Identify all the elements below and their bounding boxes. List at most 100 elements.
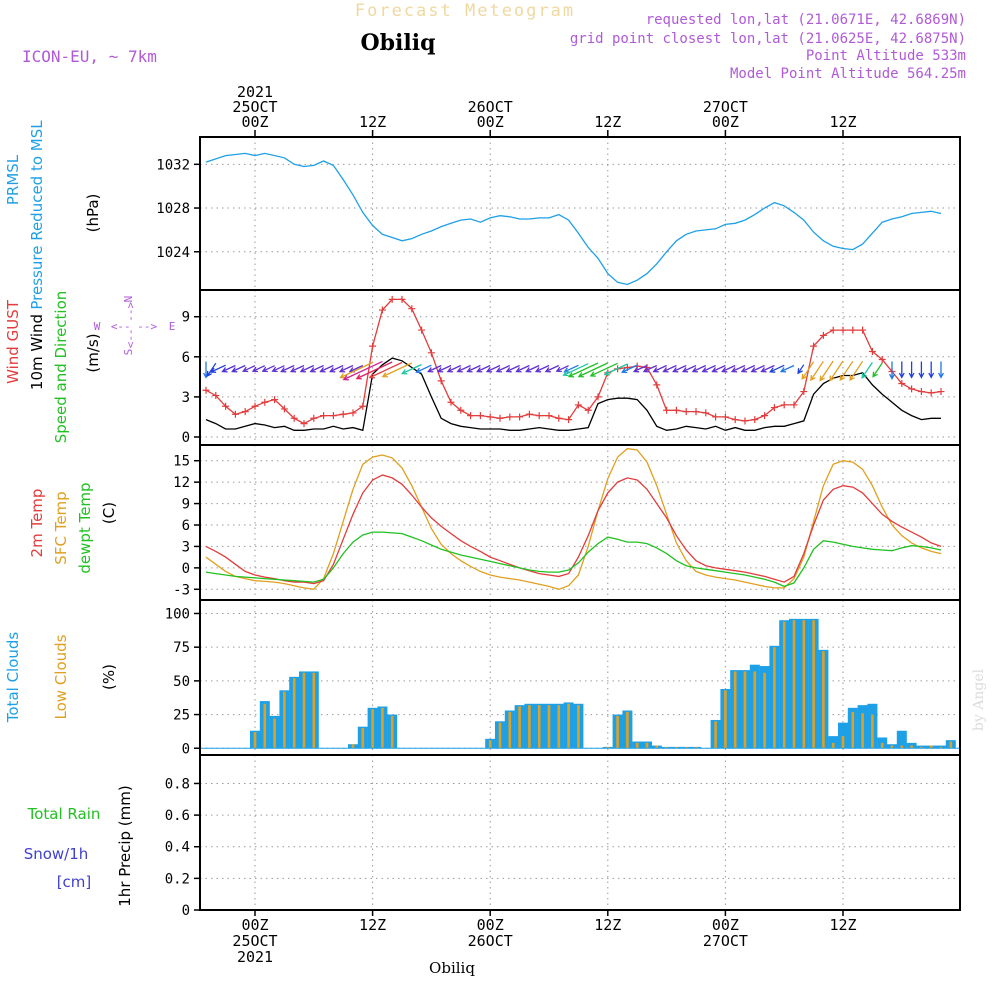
precip-axis-label-2: [cm] (57, 873, 92, 891)
gust-marker (467, 412, 475, 420)
y-tick-label: 0 (182, 561, 190, 577)
wind-vector (381, 362, 413, 378)
wind-vector (338, 364, 354, 373)
low-cloud-bar (684, 746, 688, 749)
gust-marker (839, 326, 847, 334)
wind-vector (779, 364, 795, 373)
wind-vector (289, 364, 305, 373)
low-cloud-bar (518, 706, 521, 749)
wind-vector (261, 365, 275, 373)
low-cloud-bar (283, 691, 286, 749)
wind-vector (872, 362, 883, 378)
wind-axis-label-0: Wind GUST (4, 299, 22, 384)
low-cloud-bar (626, 711, 629, 749)
low-cloud-bar (831, 742, 835, 749)
gust-marker (339, 410, 347, 418)
low-cloud-bar (949, 741, 953, 749)
gust-marker (427, 349, 435, 357)
pressure-axis-label-1: Pressure Reduced to MSL (28, 120, 46, 310)
wind-vector (544, 364, 560, 373)
wind-vector (209, 364, 226, 373)
wind-series-1 (205, 357, 941, 432)
model-label: ICON-EU, ~ 7km (22, 47, 157, 66)
gust-marker (516, 413, 524, 421)
gust-marker (810, 342, 818, 350)
wind-vector (760, 364, 775, 373)
gust-marker (408, 305, 416, 313)
wind-vector (476, 364, 491, 373)
low-cloud-bar (763, 672, 766, 749)
gust-marker (486, 413, 494, 421)
gust-marker (261, 398, 269, 406)
y-tick-label: 3 (182, 390, 190, 406)
gust-marker (310, 414, 318, 422)
low-cloud-bar (537, 705, 541, 749)
low-cloud-bar (822, 651, 825, 749)
pressure-axis-label-2: (hPa) (84, 194, 102, 233)
low-cloud-bar (939, 746, 943, 749)
x-tick-label: 2021 (237, 83, 273, 101)
gust-marker (868, 347, 876, 355)
gust-marker (329, 412, 337, 420)
temp-axis-label-3: (C) (100, 502, 118, 524)
x-tick-label: 12Z (594, 916, 621, 934)
total-cloud-bar (838, 722, 848, 749)
wind-vector (495, 364, 511, 373)
wind-vector (861, 362, 873, 379)
low-cloud-bar (498, 722, 502, 749)
svg-text:N: N (122, 296, 135, 303)
y-tick-label: 25 (173, 708, 190, 724)
gust-marker (290, 414, 298, 422)
gust-marker (535, 412, 543, 420)
low-cloud-bar (655, 745, 659, 749)
precip-axis-label-1: Snow/1h (24, 845, 89, 863)
gust-marker (241, 408, 249, 416)
temp-series-0 (205, 447, 942, 590)
wind-vector (691, 364, 707, 373)
wind-series-0 (205, 298, 942, 425)
pressure-axis-label-0: PRMSL (4, 154, 22, 205)
x-tick-label: 12Z (359, 113, 386, 131)
y-tick-label: 15 (173, 454, 190, 470)
x-tick-label: 25OCT (232, 932, 277, 950)
wind-vector (918, 361, 925, 379)
temp-axis-label-1: SFC Temp (52, 491, 70, 564)
gust-marker (545, 412, 553, 420)
x-tick-label: 12Z (594, 113, 621, 131)
x-tick-label: 27OCT (703, 98, 748, 116)
wind-vector (241, 365, 256, 373)
gust-marker (878, 355, 886, 363)
low-cloud-bar (302, 672, 306, 749)
low-cloud-bar (792, 620, 796, 749)
gust-marker (271, 396, 279, 404)
low-cloud-bar (390, 715, 394, 749)
low-cloud-bar (547, 705, 551, 749)
svg-text:W: W (94, 320, 101, 333)
wind-vector (839, 360, 854, 382)
gust-marker (418, 326, 426, 334)
wind-vector (849, 360, 864, 382)
y-tick-label: 12 (173, 475, 190, 491)
x-tick-label: 26OCT (468, 932, 513, 950)
wind-vector (721, 364, 736, 373)
wind-vector (577, 362, 609, 378)
y-tick-label: 0 (182, 430, 190, 446)
low-cloud-bar (253, 732, 257, 749)
low-cloud-bar (606, 746, 610, 749)
gust-marker (819, 331, 827, 339)
pressure-panel: 1024 1028 1032 PRMSL Pressure Reduced to MSL… (4, 120, 961, 310)
low-cloud-bar (871, 714, 874, 749)
wind-vector (231, 364, 246, 373)
low-cloud-bar (351, 744, 355, 749)
gust-marker (565, 416, 573, 424)
low-cloud-bar (361, 728, 365, 749)
gust-marker (447, 398, 455, 406)
low-cloud-bar (381, 707, 384, 749)
wind-vector (810, 360, 824, 382)
gust-marker (908, 385, 916, 393)
wind-vector (652, 364, 667, 373)
wind-vector (562, 363, 589, 377)
precip-axis-label-0: Total Rain (27, 805, 101, 823)
